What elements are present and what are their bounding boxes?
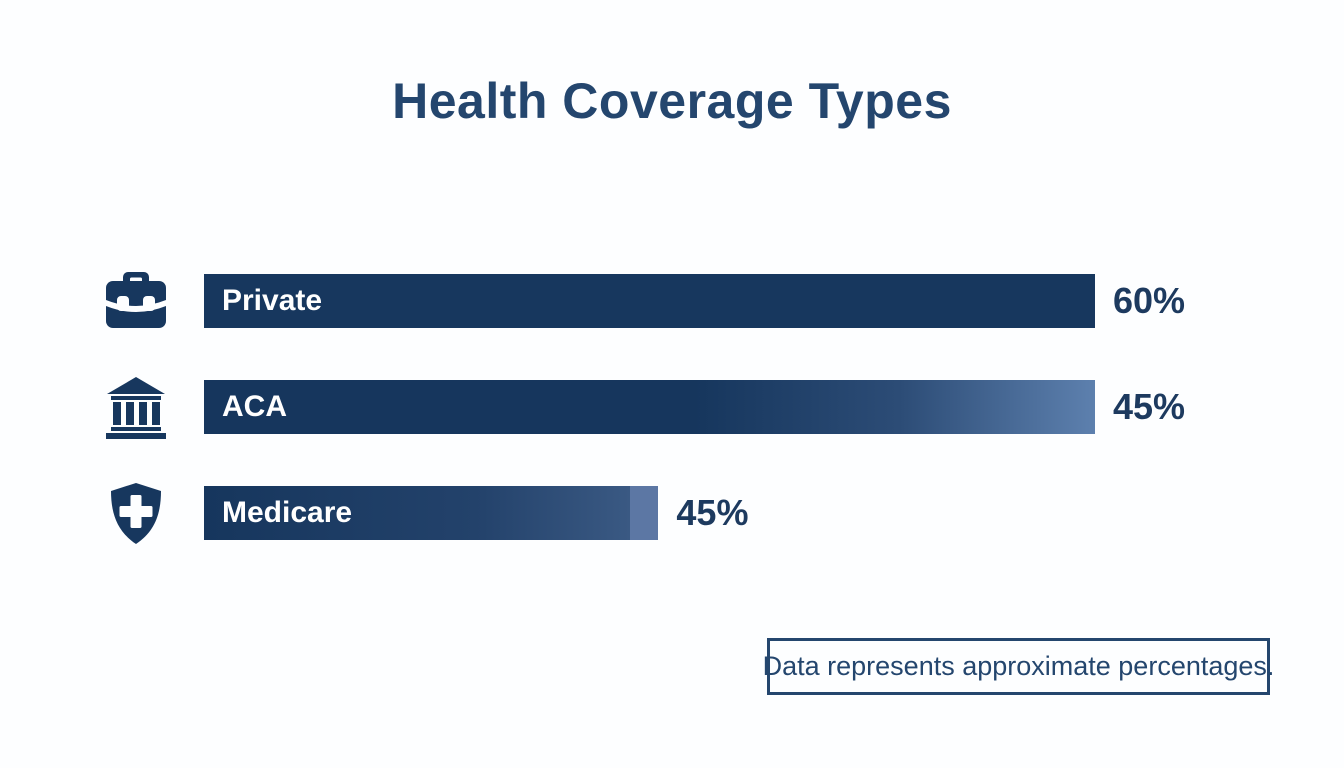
bar-medicare: Medicare (204, 486, 659, 540)
bar-chart: Private 60% ACA 45% (103, 272, 1185, 592)
bar-value-aca: 45% (1113, 386, 1186, 427)
chart-row-private: Private 60% (103, 272, 1185, 328)
bar-aca: ACA (204, 380, 1095, 434)
bar-value-private: 60% (1113, 280, 1186, 321)
bar-value-medicare: 45% (676, 492, 749, 533)
bar-label-aca: ACA (222, 390, 287, 423)
bar-label-private: Private (222, 284, 323, 317)
page-title: Health Coverage Types (392, 73, 952, 129)
chart-row-medicare: Medicare 45% (103, 483, 1095, 544)
shield-cross-icon (103, 480, 169, 546)
bar-private: Private (204, 274, 1095, 328)
footnote-text: Data represents approximate percentages. (762, 651, 1275, 681)
footnote-box: Data represents approximate percentages. (763, 638, 1274, 695)
bar-label-medicare: Medicare (222, 496, 353, 529)
briefcase-icon (103, 268, 169, 334)
chart-row-aca: ACA 45% (103, 377, 1185, 439)
bank-icon (103, 374, 169, 440)
